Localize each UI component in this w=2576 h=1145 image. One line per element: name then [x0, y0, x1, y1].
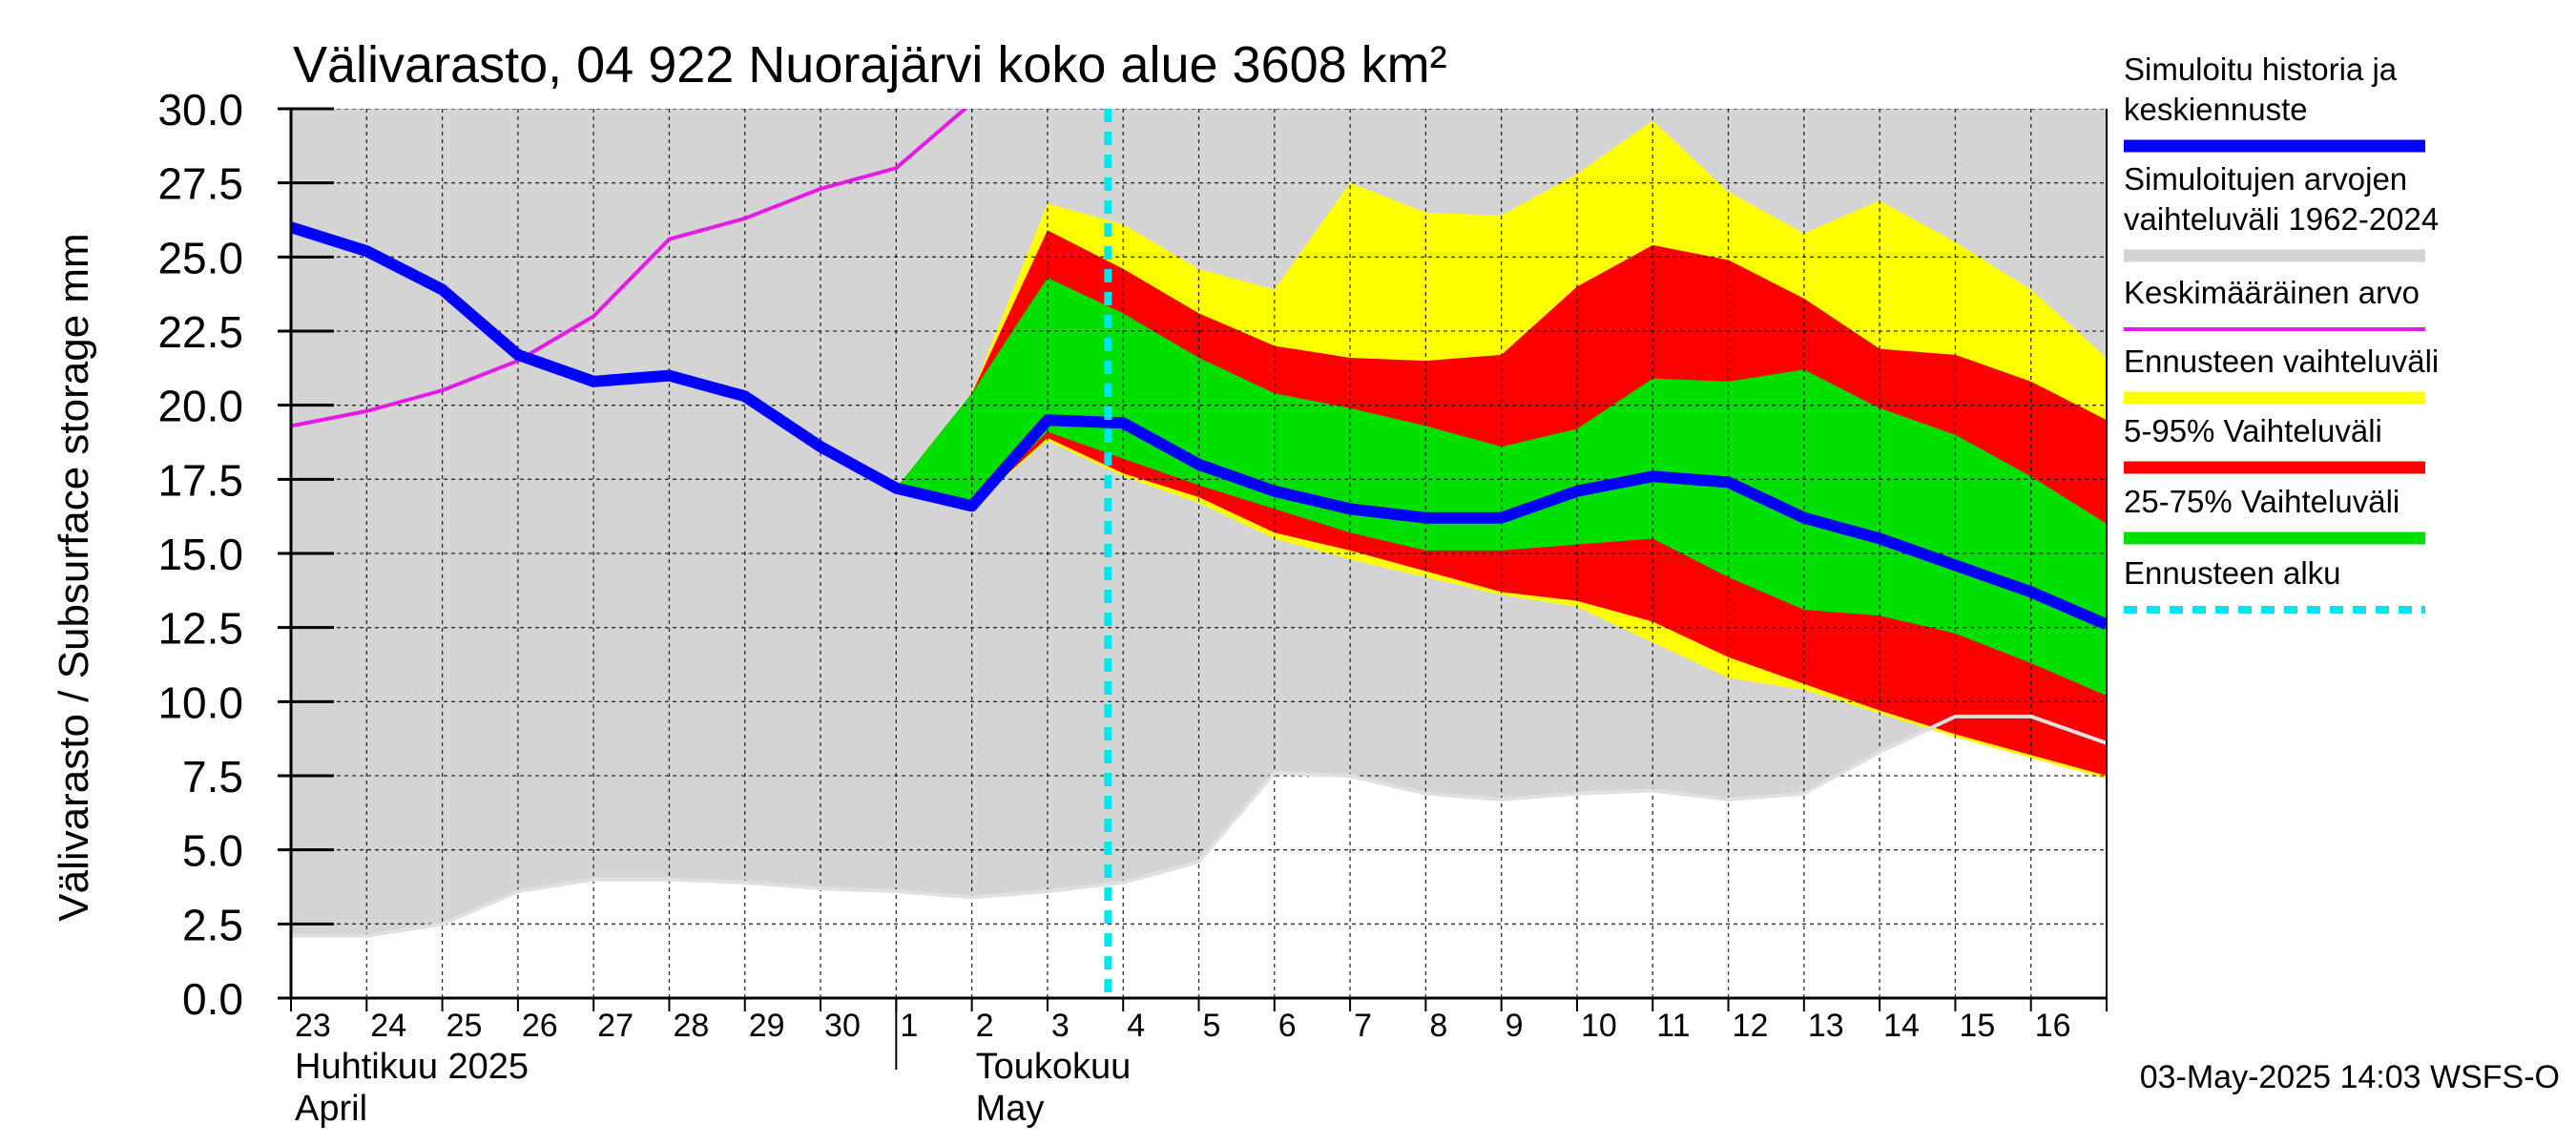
x-tick-label: 28 [673, 1008, 709, 1044]
x-tick-label: 15 [1959, 1008, 1995, 1044]
x-tick-label: 16 [2035, 1008, 2071, 1044]
legend-label: Ennusteen alku [2124, 555, 2341, 591]
y-tick-label: 30.0 [157, 85, 243, 135]
legend: Simuloitu historia ja keskiennusteSimuloi… [2124, 52, 2439, 614]
legend-label: Ennusteen vaihteluväli [2124, 344, 2439, 379]
y-tick-label: 12.5 [157, 604, 243, 654]
x-tick-label: 24 [370, 1008, 406, 1044]
mean-line [291, 109, 968, 428]
x-tick-label: 3 [1051, 1008, 1070, 1044]
x-tick-label: 27 [597, 1008, 634, 1044]
month-label-fi: Huhtikuu 2025 [295, 1047, 529, 1087]
x-tick-label: 13 [1808, 1008, 1844, 1044]
history-line [291, 221, 2107, 631]
chart-title: Välivarasto, 04 922 Nuorajärvi koko alue… [293, 36, 1447, 94]
legend-label-line: keskiennuste [2124, 92, 2308, 127]
sim-min-line [291, 714, 2107, 938]
y-tick-label: 27.5 [157, 159, 243, 209]
legend-label: Simuloitu historia ja keskiennuste [2124, 52, 2398, 127]
y-tick-label: 7.5 [182, 752, 243, 802]
x-tick-label: 4 [1127, 1008, 1145, 1044]
y-tick-label: 25.0 [157, 233, 243, 282]
y-tick-label: 22.5 [157, 307, 243, 357]
axes: 0.0 2.5 5.0 7.5 10.0 12.5 15.0 17.5 20.0 22.5 25.0… [157, 85, 2108, 1129]
x-tick-label: 6 [1278, 1008, 1297, 1044]
legend-label: Simuloitujen arvojen vaihteluväli 1962-20… [2124, 161, 2439, 237]
plot-content [291, 109, 2107, 998]
plot-area [291, 109, 2107, 998]
x-tick-label: 2 [976, 1008, 994, 1044]
y-tick-label: 15.0 [157, 530, 243, 579]
y-tick-label: 10.0 [157, 677, 243, 727]
x-tick-label: 5 [1203, 1008, 1221, 1044]
x-tick-label: 11 [1656, 1008, 1690, 1044]
month-label-fi: Toukokuu [976, 1047, 1132, 1087]
legend-label: 5-95% Vaihteluväli [2124, 413, 2382, 448]
x-tick-label: 23 [295, 1008, 331, 1044]
legend-label: Keskimääräinen arvo [2124, 275, 2420, 310]
x-tick-label: 7 [1354, 1008, 1372, 1044]
legend-label-line: Simuloitu historia ja [2124, 52, 2398, 87]
y-tick-label: 20.0 [157, 382, 243, 431]
x-tick-label: 29 [749, 1008, 785, 1044]
legend-label-line: Simuloitujen arvojen [2124, 161, 2407, 197]
y-tick-label: 0.0 [182, 974, 243, 1024]
x-tick-label: 26 [522, 1008, 558, 1044]
x-tick-label: 10 [1581, 1008, 1617, 1044]
x-tick-label: 25 [447, 1008, 483, 1044]
month-label-en: April [295, 1089, 367, 1129]
y-tick-label: 17.5 [157, 455, 243, 505]
x-tick-label: 1 [900, 1008, 918, 1044]
x-tick-label: 14 [1883, 1008, 1920, 1044]
x-tick-label: 12 [1733, 1008, 1769, 1044]
x-tick-label: 30 [824, 1008, 861, 1044]
y-axis-label: Välivarasto / Subsurface storage mm [51, 233, 97, 921]
legend-label: 25-75% Vaihteluväli [2124, 484, 2399, 519]
y-tick-label: 2.5 [182, 900, 243, 949]
month-label-en: May [976, 1089, 1045, 1129]
x-tick-label: 8 [1429, 1008, 1447, 1044]
y-tick-label: 5.0 [182, 826, 243, 876]
x-tick-label: 9 [1506, 1008, 1524, 1044]
timestamp: 03-May-2025 14:03 WSFS-O [2140, 1059, 2560, 1095]
legend-label-line: vaihteluväli 1962-2024 [2124, 201, 2439, 237]
